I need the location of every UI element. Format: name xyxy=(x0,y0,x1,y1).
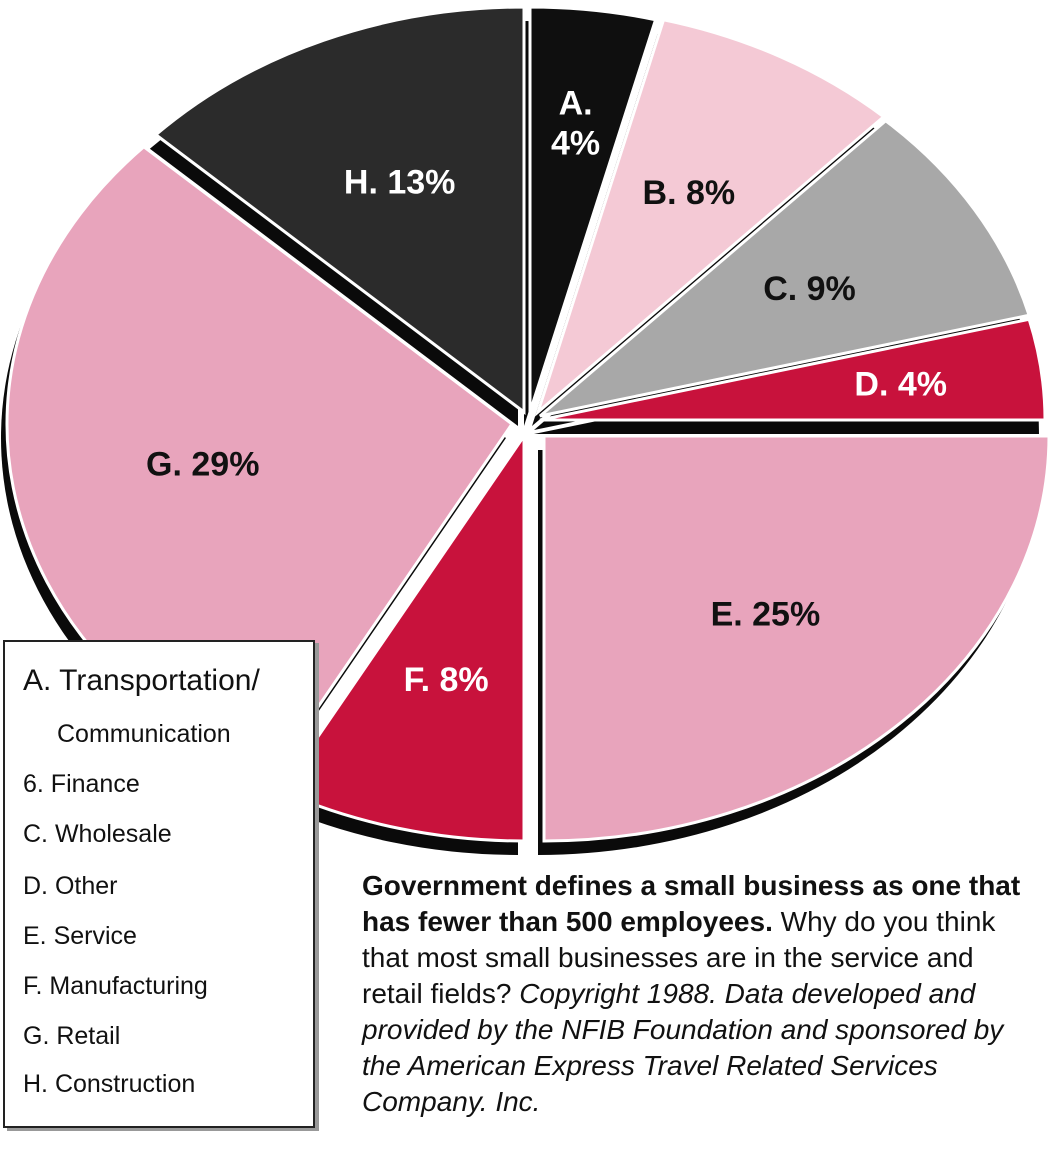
caption-copyright-text: Copyright 1988. Data developed and provi… xyxy=(362,978,1004,1117)
legend-item-communication: Communication xyxy=(57,720,231,748)
legend: A. Transportation/ Communication 6. Fina… xyxy=(3,640,315,1128)
legend-item-other: D. Other xyxy=(23,872,118,900)
pie-label-h: H. 13% xyxy=(344,164,456,202)
pie-slice-h xyxy=(153,5,526,416)
pie-slice-a xyxy=(528,5,658,413)
pie-label-c: C. 9% xyxy=(763,270,856,308)
pie-label-e: E. 25% xyxy=(711,596,821,634)
pie-slice-e xyxy=(542,434,1050,843)
pie-label-g: G. 29% xyxy=(146,445,259,483)
pie-slice-c xyxy=(539,118,1032,418)
pie-slice-b xyxy=(534,17,887,417)
pie-label-a: A. 4% xyxy=(551,85,600,163)
pie-slice-d xyxy=(539,317,1047,422)
legend-item-transportation: A. Transportation/ xyxy=(23,664,260,697)
pie-label-f: F. 8% xyxy=(404,661,489,699)
caption-bold-text: Government defines a small business as o… xyxy=(362,870,1021,937)
legend-item-construction: H. Construction xyxy=(23,1070,196,1098)
legend-item-service: E. Service xyxy=(23,922,137,950)
legend-item-wholesale: C. Wholesale xyxy=(23,820,172,848)
pie-label-b: B. 8% xyxy=(643,174,736,212)
pie-label-d: D. 4% xyxy=(854,365,947,403)
caption-question-text: Why do you think that most small busines… xyxy=(362,906,996,1009)
legend-item-finance: 6. Finance xyxy=(23,770,140,798)
caption: Government defines a small business as o… xyxy=(362,868,1042,1120)
legend-item-manufacturing: F. Manufacturing xyxy=(23,972,208,1000)
legend-item-retail: G. Retail xyxy=(23,1022,121,1050)
